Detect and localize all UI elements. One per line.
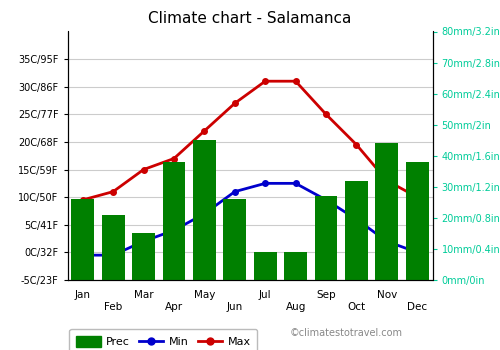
Bar bbox=[132, 233, 155, 280]
Text: Mar: Mar bbox=[134, 290, 154, 300]
Bar bbox=[224, 199, 246, 280]
Text: Aug: Aug bbox=[286, 302, 306, 312]
Text: Dec: Dec bbox=[407, 302, 428, 312]
Bar bbox=[72, 199, 94, 280]
Bar bbox=[162, 162, 186, 280]
Bar bbox=[102, 215, 124, 280]
Text: Sep: Sep bbox=[316, 290, 336, 300]
Bar bbox=[345, 181, 368, 280]
Bar bbox=[406, 162, 428, 280]
Text: May: May bbox=[194, 290, 215, 300]
Text: ©climatestotravel.com: ©climatestotravel.com bbox=[290, 328, 403, 338]
Bar bbox=[376, 144, 398, 280]
Text: Jun: Jun bbox=[226, 302, 243, 312]
Text: Nov: Nov bbox=[377, 290, 397, 300]
Bar bbox=[314, 196, 338, 280]
Bar bbox=[193, 140, 216, 280]
Text: Apr: Apr bbox=[165, 302, 183, 312]
Text: Oct: Oct bbox=[348, 302, 366, 312]
Text: Jan: Jan bbox=[74, 290, 90, 300]
Title: Climate chart - Salamanca: Climate chart - Salamanca bbox=[148, 11, 352, 26]
Legend: Prec, Min, Max: Prec, Min, Max bbox=[70, 329, 258, 350]
Bar bbox=[284, 252, 307, 280]
Text: Feb: Feb bbox=[104, 302, 122, 312]
Bar bbox=[254, 252, 276, 280]
Text: Jul: Jul bbox=[259, 290, 272, 300]
